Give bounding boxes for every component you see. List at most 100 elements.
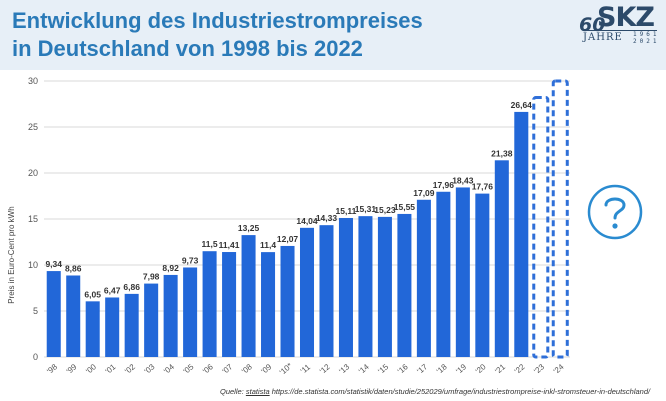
value-label: 11,4: [260, 240, 276, 250]
value-label: 12,07: [277, 234, 299, 244]
placeholder-bar: [551, 79, 569, 359]
x-tick-label: '23: [532, 362, 546, 376]
x-tick-label: '06: [201, 362, 215, 376]
value-label: 6,05: [84, 289, 101, 299]
forecast-placeholders: [532, 79, 569, 359]
value-label: 8,92: [162, 263, 179, 273]
bar: [494, 160, 509, 357]
x-tick-label: '16: [396, 362, 410, 376]
value-label: 11,41: [219, 240, 240, 250]
x-tick-label: '08: [240, 362, 254, 376]
x-tick-label: '15: [376, 362, 390, 376]
value-label: 17,09: [413, 188, 435, 198]
bar: [377, 216, 392, 357]
value-label: 17,76: [472, 182, 494, 192]
x-tick-label: '04: [162, 362, 176, 376]
bar: [299, 227, 315, 357]
bar: [85, 301, 100, 357]
bar: [280, 245, 295, 357]
bar: [222, 252, 237, 357]
x-tick-label: '01: [104, 362, 118, 376]
value-label: 7,98: [143, 272, 160, 282]
bar: [455, 187, 470, 357]
bar: [261, 252, 276, 357]
x-tick-label: '11: [299, 362, 313, 376]
skz-logo: 60 SKZ JAHRE 1961 2021: [579, 2, 661, 58]
source-url[interactable]: https://de.statista.com/statistik/daten/…: [271, 387, 651, 396]
y-tick-label: 5: [33, 306, 38, 316]
bar: [163, 274, 178, 357]
source-link[interactable]: statista: [245, 387, 270, 396]
x-tick-label: '18: [435, 362, 449, 376]
value-label: 8,86: [65, 263, 82, 273]
y-tick-label: 30: [28, 76, 38, 86]
x-tick-label: '14: [357, 362, 371, 376]
bar: [397, 213, 412, 357]
x-tick-label: '00: [84, 362, 98, 376]
y-tick-label: 10: [28, 260, 38, 270]
y-tick-label: 25: [28, 122, 38, 132]
question-mark-circle-icon: [587, 184, 643, 240]
bar: [202, 251, 217, 357]
x-tick-label: '19: [454, 362, 468, 376]
bar: [105, 297, 120, 357]
x-axis-ticks: '98 '99 '00 '01 '02 '03 '04 '05 '06 '07 '08 '09 '10*…: [45, 361, 566, 377]
bar: [358, 216, 373, 357]
bar: [144, 283, 159, 357]
value-label: 14,04: [296, 216, 318, 226]
bar: [46, 271, 61, 357]
value-label: 13,25: [238, 223, 260, 233]
x-tick-label: '24: [552, 362, 566, 376]
logo-year-bottom: 2021: [633, 38, 660, 45]
logo-rule: [583, 30, 657, 31]
bar: [241, 235, 256, 357]
x-tick-label: '20: [474, 362, 488, 376]
bar: [338, 217, 353, 357]
page-title-line-2: in Deutschland von 1998 bis 2022: [12, 36, 363, 61]
bar: [436, 191, 451, 357]
value-label: 14,33: [316, 213, 338, 223]
value-label: 15,11: [336, 206, 357, 216]
placeholder-bar: [532, 96, 550, 359]
bar: [475, 193, 490, 357]
bar: [124, 293, 139, 357]
x-tick-label: '02: [123, 362, 137, 376]
x-tick-label: '98: [45, 362, 59, 376]
logo-years: 1961 2021: [633, 31, 659, 45]
value-label: 18,43: [452, 175, 474, 185]
logo-jahre: JAHRE: [583, 32, 623, 43]
value-label: 6,86: [123, 282, 140, 292]
value-label: 9,73: [182, 255, 199, 265]
value-label: 6,47: [104, 285, 121, 295]
bar: [514, 111, 529, 357]
x-tick-label: '05: [182, 362, 196, 376]
x-tick-label: '03: [143, 362, 157, 376]
header-banner: Entwicklung des Industriestrompreises in…: [0, 0, 666, 70]
value-label: 26,64: [511, 100, 533, 110]
value-label: 9,34: [45, 259, 62, 269]
bar: [183, 267, 198, 357]
x-tick-label: '09: [260, 362, 274, 376]
page-title-line-1: Entwicklung des Industriestrompreises: [12, 8, 423, 33]
value-label: 11,5: [202, 239, 218, 249]
logo-year-top: 1961: [633, 31, 660, 38]
value-label: 15,55: [394, 202, 416, 212]
y-tick-label: 0: [33, 352, 38, 362]
x-tick-label: '99: [65, 362, 79, 376]
x-tick-label: '07: [221, 362, 235, 376]
value-label: 15,23: [374, 205, 396, 215]
x-tick-label: '13: [337, 362, 351, 376]
bar: [66, 275, 81, 357]
x-tick-label: '10*: [278, 361, 294, 377]
y-tick-label: 15: [28, 214, 38, 224]
y-axis-ticks: 0 5 10 15 20 25 30: [28, 76, 38, 362]
bar: [319, 225, 334, 357]
bar: [416, 199, 431, 357]
y-axis-label: Preis in Euro-Cent pro kWh: [7, 206, 16, 303]
x-tick-label: '17: [415, 362, 429, 376]
y-tick-label: 20: [28, 168, 38, 178]
source-note: Quelle: statista https://de.statista.com…: [220, 387, 650, 396]
logo-brand: SKZ: [597, 2, 655, 33]
